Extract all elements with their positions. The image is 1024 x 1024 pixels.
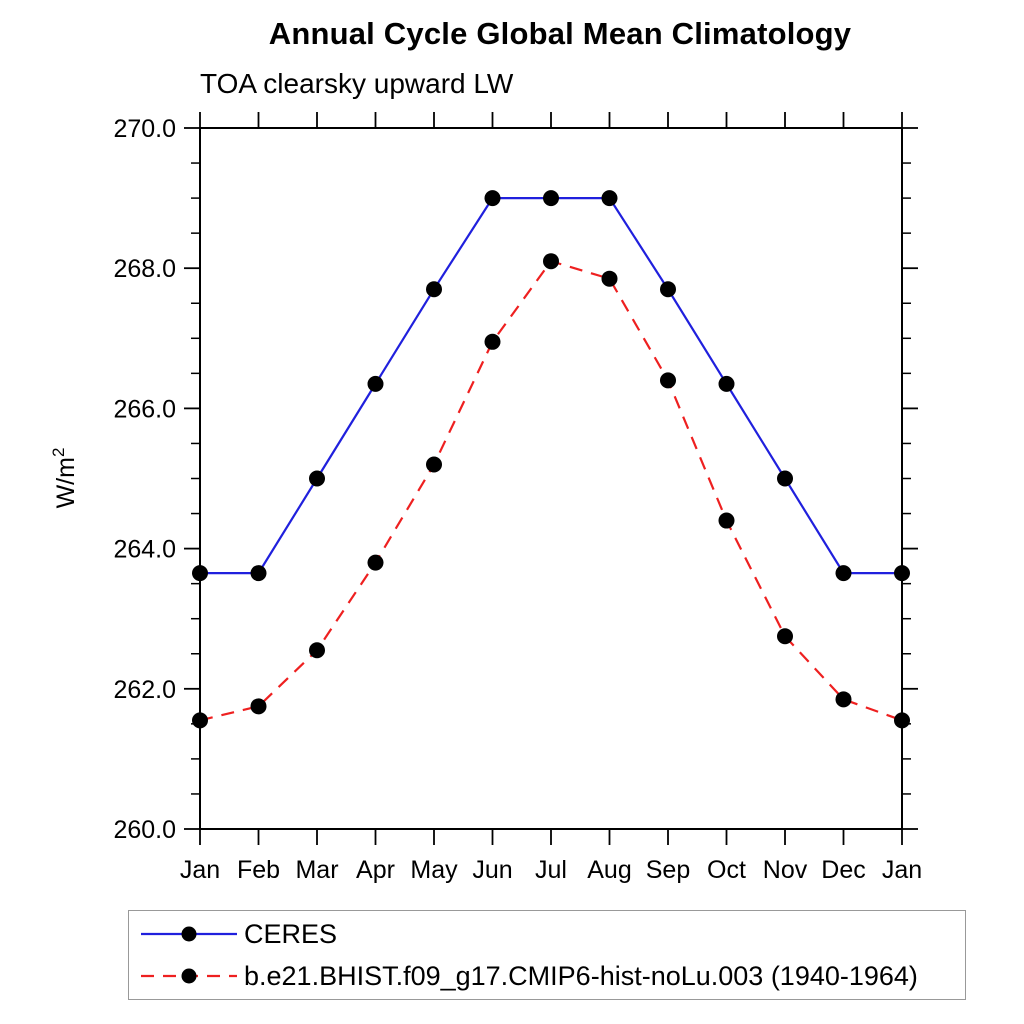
data-point-model bbox=[894, 712, 910, 729]
data-point-model bbox=[660, 372, 676, 389]
data-point-model bbox=[777, 628, 793, 645]
y-tick-label: 262.0 bbox=[113, 676, 176, 704]
y-tick-label: 270.0 bbox=[113, 115, 176, 143]
data-point-ceres bbox=[484, 190, 501, 207]
x-tick-label: Jul bbox=[535, 856, 567, 884]
data-point-ceres bbox=[543, 190, 559, 207]
y-axis-title: W/m2 bbox=[49, 448, 80, 509]
data-point-model bbox=[835, 691, 852, 708]
x-tick-label: Sep bbox=[646, 856, 690, 884]
y-tick-label: 264.0 bbox=[113, 536, 176, 564]
y-tick-label: 266.0 bbox=[113, 395, 176, 423]
model-line-swatch bbox=[141, 968, 237, 984]
ceres-line-swatch bbox=[141, 926, 237, 942]
series-line-model bbox=[199, 259, 903, 722]
x-tick-label: Jan bbox=[180, 856, 220, 884]
x-tick-label: May bbox=[410, 856, 458, 884]
data-point-model bbox=[309, 642, 325, 659]
data-point-model bbox=[367, 554, 384, 571]
data-point-model bbox=[718, 512, 735, 529]
x-tick-label: Oct bbox=[707, 856, 746, 884]
data-point-ceres bbox=[601, 190, 618, 207]
data-point-model bbox=[192, 712, 208, 729]
legend-item-ceres: CERES bbox=[139, 915, 965, 953]
x-tick-label: Jun bbox=[472, 856, 512, 884]
chart-title: Annual Cycle Global Mean Climatology bbox=[268, 16, 852, 51]
legend-item-model: b.e21.BHIST.f09_g17.CMIP6-hist-noLu.003 … bbox=[139, 957, 965, 995]
data-point-model bbox=[426, 456, 442, 473]
x-tick-label: Apr bbox=[356, 856, 395, 884]
plot-frame bbox=[199, 127, 903, 830]
chart-subtitle: TOA clearsky upward LW bbox=[200, 68, 514, 99]
x-tick-label: Dec bbox=[821, 856, 865, 884]
data-point-ceres bbox=[426, 281, 442, 298]
x-tick-label: Nov bbox=[763, 856, 808, 884]
data-point-ceres bbox=[777, 470, 793, 487]
x-tick-label: Aug bbox=[587, 856, 631, 884]
x-tick-label: Feb bbox=[237, 856, 280, 884]
data-point-ceres bbox=[367, 375, 384, 392]
x-tick-label: Jan bbox=[882, 856, 922, 884]
legend-label-ceres: CERES bbox=[244, 918, 338, 949]
legend: CERES b.e21.BHIST.f09_g17.CMIP6-hist-noL… bbox=[128, 910, 966, 1000]
data-point-ceres bbox=[309, 470, 325, 487]
data-point-model bbox=[601, 270, 618, 287]
data-point-ceres bbox=[894, 565, 910, 582]
y-tick-label: 260.0 bbox=[113, 816, 176, 844]
legend-label-model: b.e21.BHIST.f09_g17.CMIP6-hist-noLu.003 … bbox=[244, 960, 918, 991]
data-point-model bbox=[484, 333, 501, 350]
data-point-ceres bbox=[718, 375, 735, 392]
y-tick-label: 268.0 bbox=[113, 255, 176, 283]
data-point-model bbox=[250, 698, 267, 715]
data-point-ceres bbox=[192, 565, 208, 582]
data-point-ceres bbox=[660, 281, 676, 298]
data-point-ceres bbox=[835, 565, 852, 582]
x-tick-label: Mar bbox=[295, 856, 338, 884]
data-point-model bbox=[543, 253, 559, 270]
data-point-ceres bbox=[250, 565, 267, 582]
